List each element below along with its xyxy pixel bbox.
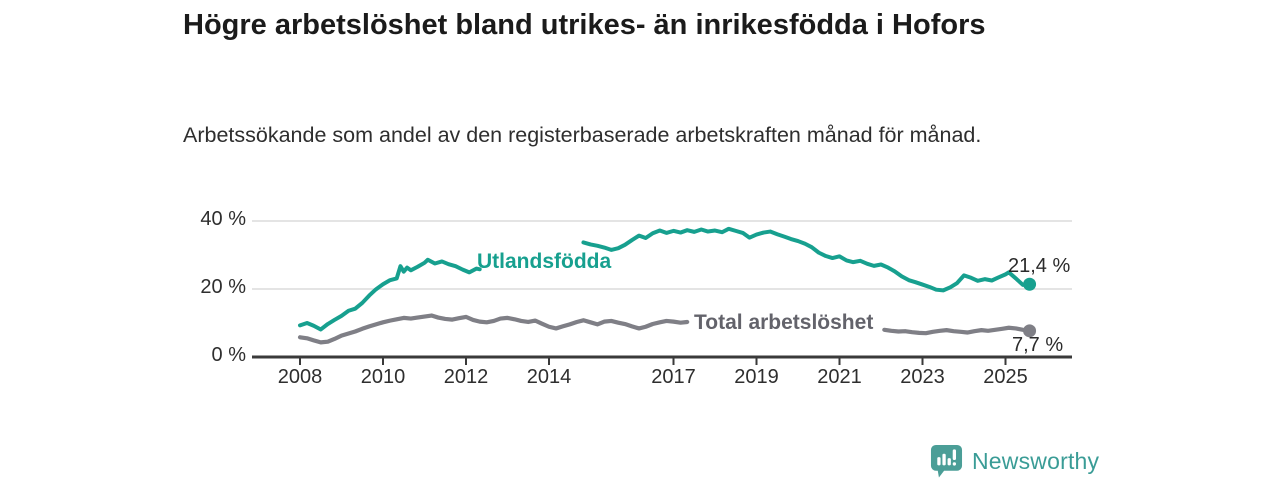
series-line-1 [297, 313, 690, 345]
x-axis-tick-label: 2025 [983, 366, 1028, 388]
newsworthy-brand: Newsworthy [930, 444, 1099, 479]
end-value-label-total: 7,7 % [1012, 334, 1064, 356]
end-value-label-utlandsfodda: 21,4 % [1008, 255, 1071, 277]
x-axis-tick-label: 2014 [526, 366, 572, 388]
series-end-dot-1 [1023, 324, 1037, 338]
series-line-1 [882, 325, 1032, 336]
series-label-utlandsfodda: Utlandsfödda [477, 250, 612, 273]
y-axis-tick-label: 20 % [200, 276, 246, 298]
y-axis-tick-label: 0 % [211, 344, 246, 366]
series-line-0 [298, 257, 482, 332]
chart-title: Högre arbetslöshet bland utrikes- än inr… [183, 9, 986, 41]
x-axis-tick-label: 2017 [651, 366, 696, 388]
chart-subtitle: Arbetssökande som andel av den registerb… [183, 123, 982, 147]
y-axis-tick-label: 40 % [200, 208, 246, 230]
series-label-total-arbetsloshet: Total arbetslöshet [694, 311, 874, 334]
x-axis-tick-label: 2021 [817, 366, 862, 388]
x-axis-tick-label: 2012 [443, 366, 489, 388]
x-axis-tick-label: 2008 [277, 366, 323, 388]
series-end-dot-0 [1023, 277, 1037, 291]
x-axis-tick-label: 2010 [360, 366, 406, 388]
series-line-0 [581, 226, 1032, 293]
x-axis-tick-label: 2019 [734, 366, 779, 388]
x-axis-tick-label: 2023 [900, 366, 945, 388]
bar-chart-speech-bubble-icon [930, 445, 963, 478]
brand-wordmark: Newsworthy [972, 448, 1100, 474]
